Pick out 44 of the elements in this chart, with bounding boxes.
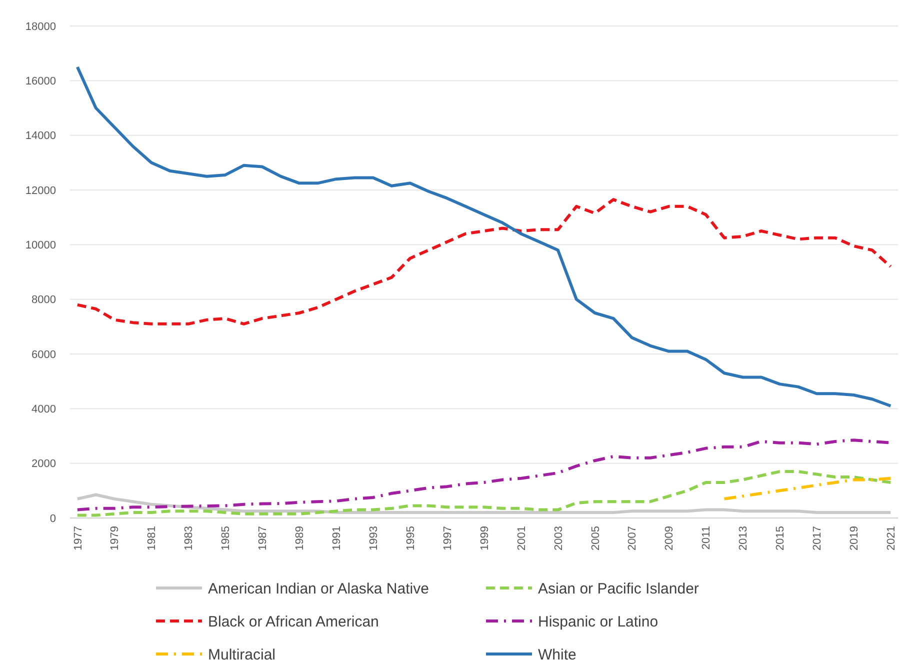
legend-label: Multiracial [208, 646, 276, 664]
x-tick-label: 1979 [109, 526, 122, 550]
y-tick-label: 14000 [25, 130, 56, 142]
x-tick-label: 2019 [848, 526, 860, 550]
x-tick-label: 1977 [72, 526, 84, 550]
x-tick-label: 2017 [812, 526, 824, 550]
x-tick-label: 2011 [700, 526, 713, 550]
legend-label: American Indian or Alaska Native [208, 580, 429, 598]
x-tick-label: 1995 [404, 526, 417, 550]
y-tick-label: 12000 [25, 184, 56, 197]
x-tick-label: 2015 [774, 526, 787, 550]
x-tick-label: 2021 [885, 526, 898, 550]
x-tick-label: 1987 [257, 526, 270, 550]
x-tick-label: 2013 [738, 526, 750, 550]
legend-label: White [538, 646, 576, 664]
y-tick-label: 16000 [25, 76, 56, 88]
y-tick-label: 8000 [32, 294, 56, 306]
x-tick-label: 1983 [183, 526, 196, 550]
x-tick-label: 1981 [146, 526, 158, 550]
y-tick-label: 18000 [25, 20, 56, 33]
x-tick-label: 1991 [330, 526, 343, 550]
x-tick-label: 1989 [294, 526, 306, 550]
line-series [76, 493, 892, 514]
x-tick-label: 2003 [552, 526, 565, 550]
y-tick-label: 6000 [32, 348, 56, 361]
legend-label: Asian or Pacific Islander [538, 580, 699, 598]
x-tick-label: 1985 [220, 526, 232, 550]
y-tick-label: 4000 [32, 404, 56, 416]
x-tick-label: 2007 [626, 526, 639, 550]
y-tick-label: 2000 [32, 458, 56, 470]
x-tick-label: 2001 [516, 526, 528, 550]
line-series [76, 198, 892, 326]
x-tick-label: 2005 [590, 526, 602, 550]
line-series [76, 66, 892, 408]
legend-label: Black or African American [208, 613, 379, 630]
x-tick-label: 2009 [664, 526, 676, 550]
y-tick-label: 0 [50, 512, 56, 525]
x-tick-label: 1997 [442, 526, 454, 550]
line-series [722, 476, 892, 500]
y-tick-label: 10000 [25, 240, 56, 252]
line-series [76, 470, 892, 517]
x-tick-label: 1993 [368, 526, 380, 550]
legend-label: Hispanic or Latino [538, 613, 658, 630]
x-tick-label: 1999 [478, 526, 491, 550]
